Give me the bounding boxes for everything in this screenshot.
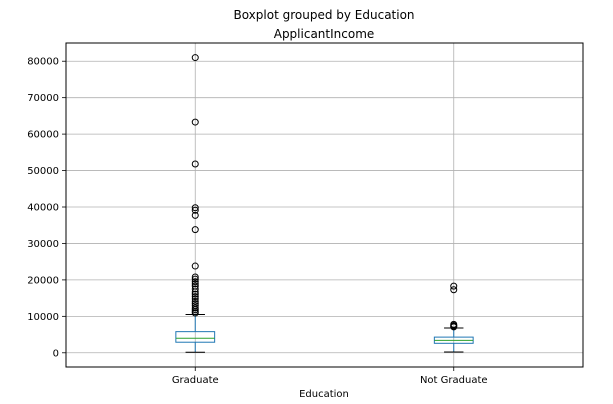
y-axis-ticks: 0 10000 20000 30000 40000 50000 60000 70000 8000… xyxy=(27,57,66,359)
chart-suptitle: Boxplot grouped by Education xyxy=(233,8,414,22)
outlier-point xyxy=(450,286,458,294)
boxes xyxy=(175,54,474,353)
chart-title: ApplicantIncome xyxy=(274,27,375,41)
outlier-point xyxy=(191,226,199,234)
box-group xyxy=(433,282,474,353)
outlier-point xyxy=(191,297,199,305)
outlier-point xyxy=(191,262,199,270)
plot-frame xyxy=(65,42,584,368)
grid-lines xyxy=(66,43,583,367)
outlier-point xyxy=(191,280,199,288)
y-tick-label: 40000 xyxy=(27,203,59,214)
y-tick-label: 30000 xyxy=(27,239,59,250)
outlier-point xyxy=(191,278,199,286)
outlier-point xyxy=(191,273,199,281)
outlier-point xyxy=(191,204,199,212)
outlier-point xyxy=(191,285,199,293)
outlier-point xyxy=(191,288,199,296)
outlier-point xyxy=(191,54,199,62)
outlier-point xyxy=(191,275,199,283)
outlier-point xyxy=(450,282,458,290)
outlier-point xyxy=(191,206,199,214)
y-tick-label: 20000 xyxy=(27,275,59,286)
outlier-point xyxy=(191,309,199,317)
outlier-point xyxy=(191,293,199,301)
x-axis-ticks: Graduate Not Graduate xyxy=(172,367,488,386)
outlier-point xyxy=(450,323,458,331)
outlier-point xyxy=(191,160,199,168)
y-tick-label: 60000 xyxy=(27,130,59,141)
outlier-point xyxy=(191,304,199,312)
y-tick-label: 10000 xyxy=(27,312,59,323)
y-tick-label: 50000 xyxy=(27,166,59,177)
x-tick-label: Graduate xyxy=(172,375,219,386)
x-axis-label: Education xyxy=(299,389,349,400)
x-tick-label: Not Graduate xyxy=(420,375,488,386)
outlier-point xyxy=(191,290,199,298)
outlier-point xyxy=(191,118,199,126)
y-tick-label: 80000 xyxy=(27,57,59,68)
outlier-point xyxy=(191,306,199,314)
box-group xyxy=(175,54,216,353)
outlier-point xyxy=(191,295,199,303)
outlier-point xyxy=(191,211,199,219)
y-tick-label: 70000 xyxy=(27,93,59,104)
iqr-box xyxy=(175,331,216,343)
y-tick-label: 0 xyxy=(53,348,59,359)
